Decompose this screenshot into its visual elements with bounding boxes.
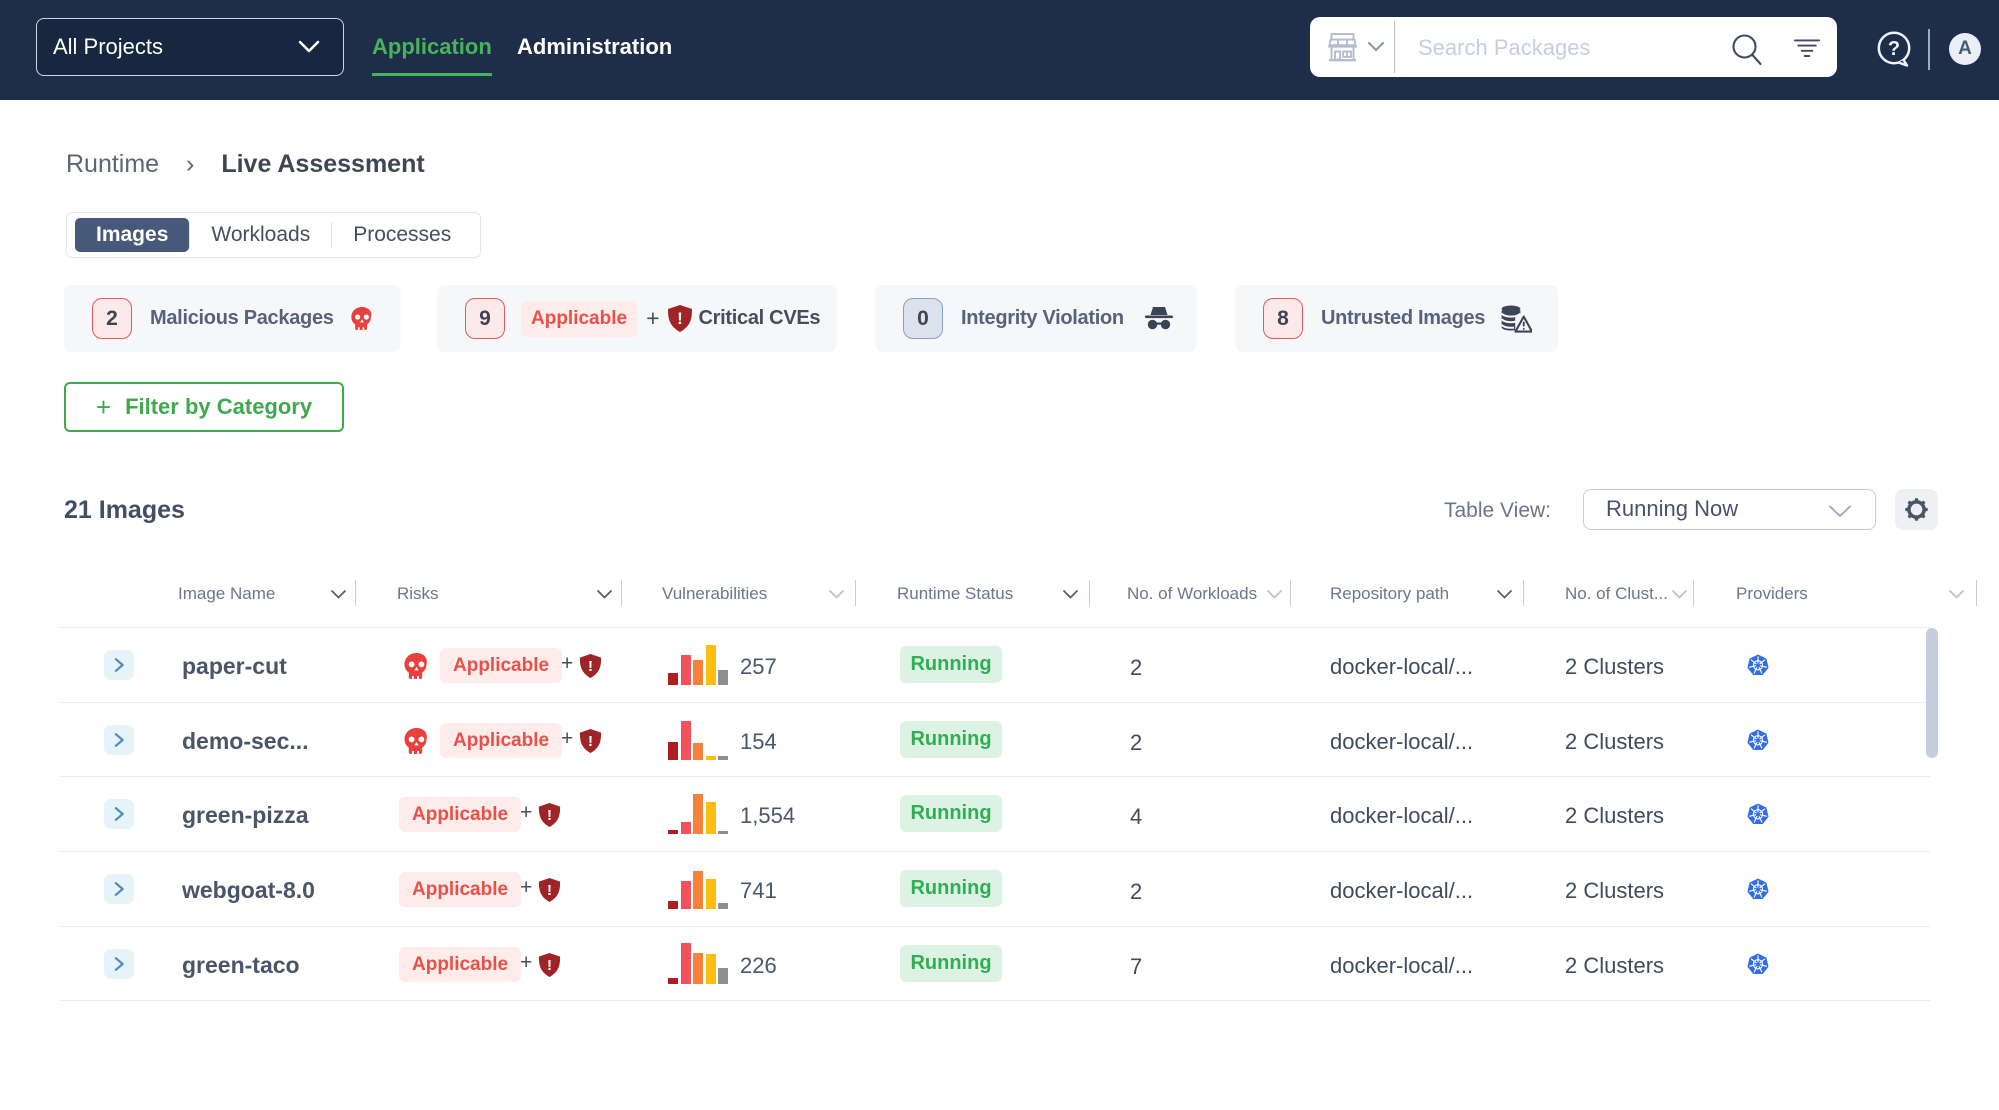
svg-text:!: ! — [588, 658, 593, 675]
svg-text:!: ! — [588, 733, 593, 750]
svg-text:!: ! — [677, 309, 683, 328]
svg-text:?: ? — [1888, 38, 1900, 60]
svg-text:!: ! — [547, 807, 552, 824]
svg-text:!: ! — [547, 882, 552, 899]
svg-text:!: ! — [547, 957, 552, 974]
